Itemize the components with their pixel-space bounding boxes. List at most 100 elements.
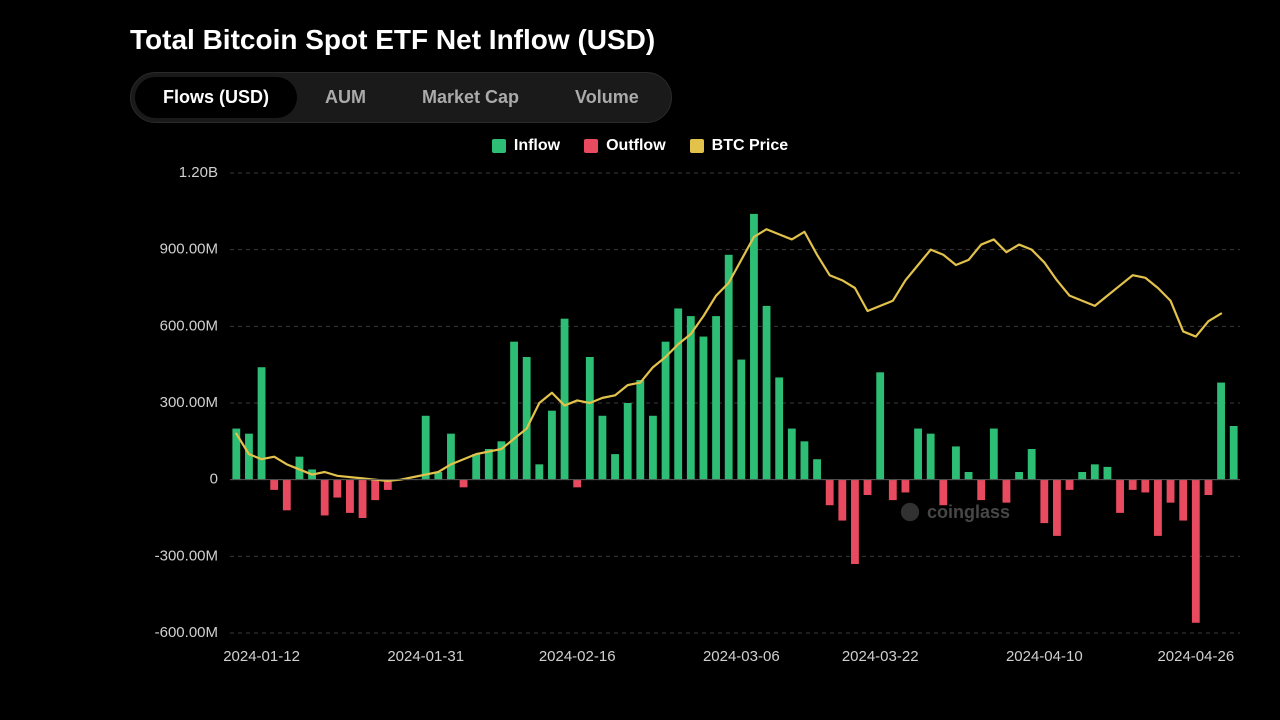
inflow-bar <box>876 372 884 479</box>
inflow-bar <box>1091 464 1099 479</box>
svg-text:-300.00M: -300.00M <box>155 547 218 564</box>
inflow-bar <box>1104 467 1112 480</box>
outflow-bar <box>889 480 897 500</box>
svg-text:2024-01-12: 2024-01-12 <box>223 648 300 665</box>
inflow-bar <box>624 403 632 480</box>
svg-text:600.00M: 600.00M <box>160 317 218 334</box>
outflow-bar <box>1066 480 1074 490</box>
inflow-bar <box>662 342 670 480</box>
legend-btc-label: BTC Price <box>712 137 788 155</box>
svg-text:2024-04-26: 2024-04-26 <box>1157 648 1234 665</box>
btc-swatch <box>690 139 704 153</box>
inflow-bar <box>535 464 543 479</box>
inflow-bar <box>914 429 922 480</box>
outflow-bar <box>1129 480 1137 490</box>
outflow-bar <box>1154 480 1162 536</box>
svg-text:300.00M: 300.00M <box>160 394 218 411</box>
tabs: Flows (USD)AUMMarket CapVolume <box>130 72 672 123</box>
svg-text:2024-03-22: 2024-03-22 <box>842 648 919 665</box>
inflow-bar <box>965 472 973 480</box>
inflow-bar <box>422 416 430 480</box>
page-title: Total Bitcoin Spot ETF Net Inflow (USD) <box>130 24 1240 56</box>
inflow-bar <box>687 316 695 480</box>
svg-text:0: 0 <box>210 471 218 488</box>
outflow-bar <box>321 480 329 516</box>
outflow-bar <box>902 480 910 493</box>
inflow-bar <box>801 441 809 479</box>
inflow-bar <box>548 411 556 480</box>
svg-text:2024-01-31: 2024-01-31 <box>387 648 464 665</box>
inflow-bar <box>472 454 480 480</box>
tab-aum[interactable]: AUM <box>297 77 394 118</box>
inflow-bar <box>725 255 733 480</box>
svg-text:2024-03-06: 2024-03-06 <box>703 648 780 665</box>
inflow-bar <box>611 454 619 480</box>
inflow-bar <box>258 367 266 479</box>
inflow-bar <box>674 308 682 479</box>
tab-market-cap[interactable]: Market Cap <box>394 77 547 118</box>
inflow-bar <box>750 214 758 480</box>
outflow-bar <box>1003 480 1011 503</box>
outflow-bar <box>851 480 859 564</box>
inflow-bar <box>712 316 720 480</box>
outflow-bar <box>977 480 985 500</box>
inflow-bar <box>952 446 960 479</box>
outflow-bar <box>1179 480 1187 521</box>
inflow-bar <box>1028 449 1036 480</box>
inflow-bar <box>649 416 657 480</box>
tab-volume[interactable]: Volume <box>547 77 667 118</box>
legend-outflow: Outflow <box>584 137 666 155</box>
outflow-bar <box>864 480 872 495</box>
inflow-bar <box>788 429 796 480</box>
inflow-bar <box>763 306 771 480</box>
outflow-bar <box>1116 480 1124 513</box>
inflow-bar <box>700 337 708 480</box>
tab-flows-usd-[interactable]: Flows (USD) <box>135 77 297 118</box>
outflow-bar <box>1053 480 1061 536</box>
inflow-bar <box>813 459 821 479</box>
etf-flow-chart: -600.00M-300.00M0300.00M600.00M900.00M1.… <box>130 163 1250 673</box>
inflow-bar <box>245 434 253 480</box>
inflow-bar <box>927 434 935 480</box>
chart-area: -600.00M-300.00M0300.00M600.00M900.00M1.… <box>130 163 1220 673</box>
svg-text:2024-02-16: 2024-02-16 <box>539 648 616 665</box>
outflow-bar <box>359 480 367 518</box>
legend: Inflow Outflow BTC Price <box>40 137 1240 155</box>
outflow-bar <box>270 480 278 490</box>
inflow-bar <box>1015 472 1023 480</box>
inflow-bar <box>737 360 745 480</box>
inflow-bar <box>775 377 783 479</box>
outflow-bar <box>460 480 468 488</box>
inflow-bar <box>636 380 644 480</box>
inflow-bar <box>485 449 493 480</box>
inflow-bar <box>1230 426 1238 480</box>
outflow-bar <box>283 480 291 511</box>
outflow-bar <box>1192 480 1200 623</box>
outflow-swatch <box>584 139 598 153</box>
svg-text:900.00M: 900.00M <box>160 241 218 258</box>
inflow-bar <box>586 357 594 480</box>
legend-btc: BTC Price <box>690 137 788 155</box>
legend-outflow-label: Outflow <box>606 137 666 155</box>
outflow-bar <box>1167 480 1175 503</box>
outflow-bar <box>1040 480 1048 523</box>
outflow-bar <box>826 480 834 506</box>
svg-text:1.20B: 1.20B <box>179 164 218 181</box>
inflow-bar <box>561 319 569 480</box>
inflow-bar <box>990 429 998 480</box>
outflow-bar <box>838 480 846 521</box>
outflow-bar <box>573 480 581 488</box>
legend-inflow-label: Inflow <box>514 137 560 155</box>
inflow-bar <box>523 357 531 480</box>
outflow-bar <box>346 480 354 513</box>
inflow-swatch <box>492 139 506 153</box>
inflow-bar <box>1078 472 1086 480</box>
inflow-bar <box>447 434 455 480</box>
inflow-bar <box>599 416 607 480</box>
svg-text:2024-04-10: 2024-04-10 <box>1006 648 1083 665</box>
legend-inflow: Inflow <box>492 137 560 155</box>
outflow-bar <box>1205 480 1213 495</box>
outflow-bar <box>371 480 379 500</box>
outflow-bar <box>939 480 947 506</box>
outflow-bar <box>333 480 341 498</box>
